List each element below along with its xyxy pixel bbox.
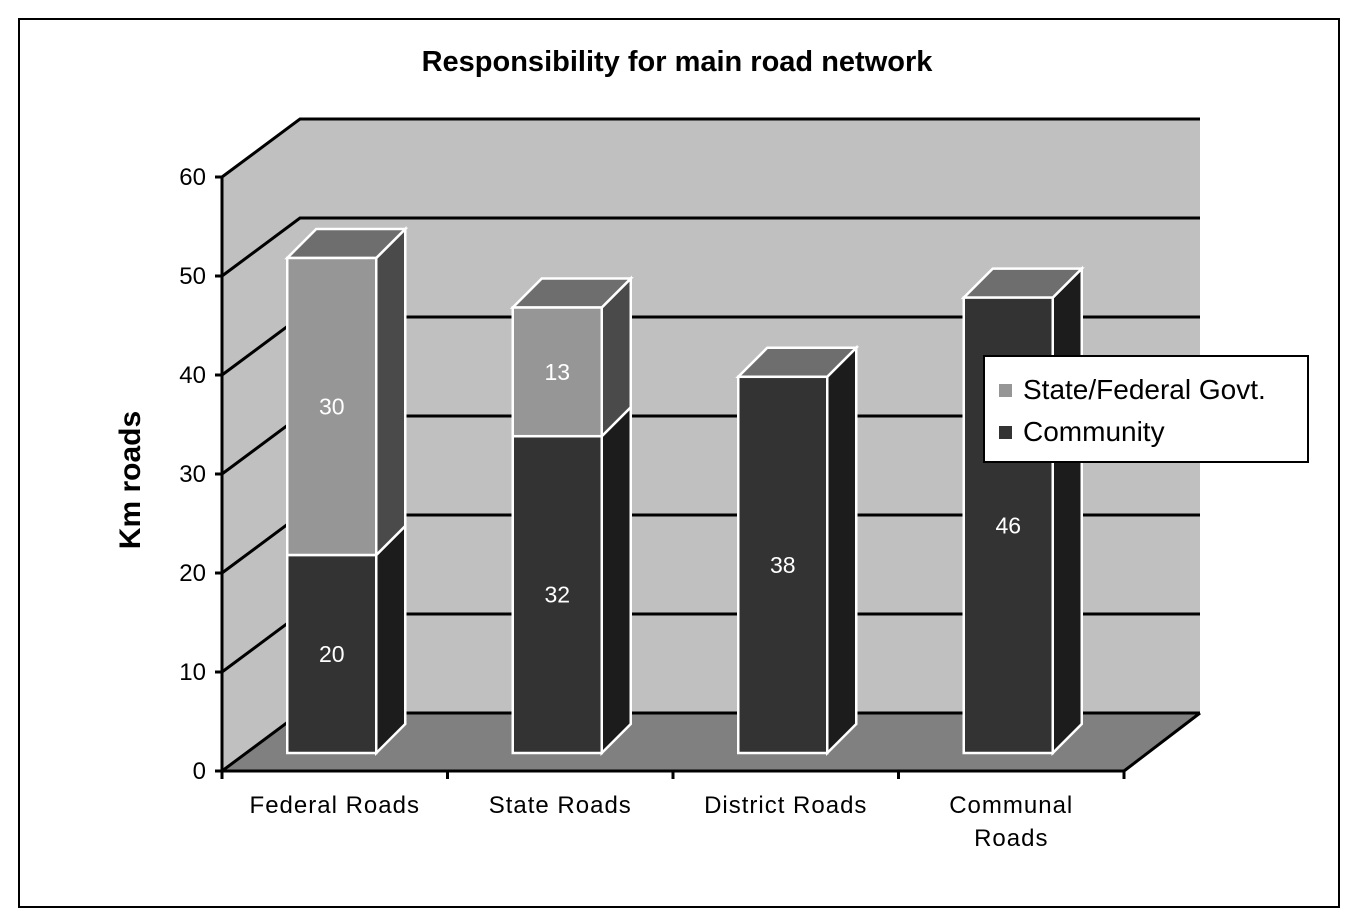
bar-community (960, 265, 1085, 757)
bar-side-face (375, 522, 407, 757)
data-label: 38 (770, 552, 796, 578)
x-category-label-line: State Roads (489, 792, 632, 819)
bar-community (286, 522, 407, 757)
y-tick-label: 10 (179, 659, 206, 686)
x-category-label-line: Communal (949, 792, 1073, 819)
floor (222, 713, 1200, 771)
y-tick-label: 30 (179, 461, 206, 488)
legend-item-community: Community (999, 411, 1307, 453)
bar-front-face (737, 375, 829, 755)
bar-side-face (600, 404, 632, 757)
axes (215, 175, 1126, 779)
x-category-label: Federal Roads (250, 792, 420, 819)
y-tick-label: 0 (193, 758, 206, 785)
data-label: 46 (995, 512, 1021, 538)
data-label: 13 (544, 359, 570, 385)
bar-front-face (511, 306, 603, 438)
bar-govt (509, 275, 634, 440)
y-tick-label: 40 (179, 362, 206, 389)
bar-community (735, 344, 860, 757)
category-labels: Federal Roads State Roads District Roads Co… (250, 792, 1073, 852)
chart-title: Responsibility for main road network (421, 46, 933, 78)
x-category-label: District Roads (704, 792, 867, 819)
bar-side-face (826, 344, 858, 757)
legend-swatch-govt (999, 383, 1012, 397)
gridline (221, 216, 1200, 278)
x-category-label-line: Roads (974, 825, 1048, 852)
y-tick-label: 60 (179, 164, 206, 191)
bar-govt (284, 225, 409, 559)
x-category-label-line: District Roads (704, 792, 867, 819)
y-axis-label: Km roads (114, 410, 147, 550)
bar-front-face (286, 256, 378, 557)
floor-edge (1123, 711, 1201, 773)
legend-swatch-community (999, 425, 1012, 439)
x-category-label-line: Federal Roads (250, 792, 420, 819)
bar-side-face (1051, 265, 1083, 757)
legend-label-govt: State/Federal Govt. (1023, 374, 1266, 405)
y-tick-label: 20 (179, 560, 206, 587)
data-label: 30 (319, 394, 345, 420)
x-category-label: Communal Roads (949, 792, 1073, 852)
legend: State/Federal Govt. Community (983, 355, 1309, 463)
data-label: 32 (544, 582, 570, 608)
legend-label-community: Community (1023, 416, 1165, 447)
data-label: 20 (319, 641, 345, 667)
bar-front-face (511, 434, 603, 755)
bar-community (511, 404, 632, 757)
bar-side-face (375, 225, 407, 559)
y-tick-labels: 0 10 20 30 40 50 60 (179, 164, 206, 785)
x-category-label: State Roads (489, 792, 632, 819)
gridline (221, 117, 1200, 179)
y-tick-label: 50 (179, 263, 206, 290)
data-labels: 20 30 32 13 38 46 (319, 359, 1021, 667)
legend-item-govt: State/Federal Govt. (999, 369, 1307, 411)
